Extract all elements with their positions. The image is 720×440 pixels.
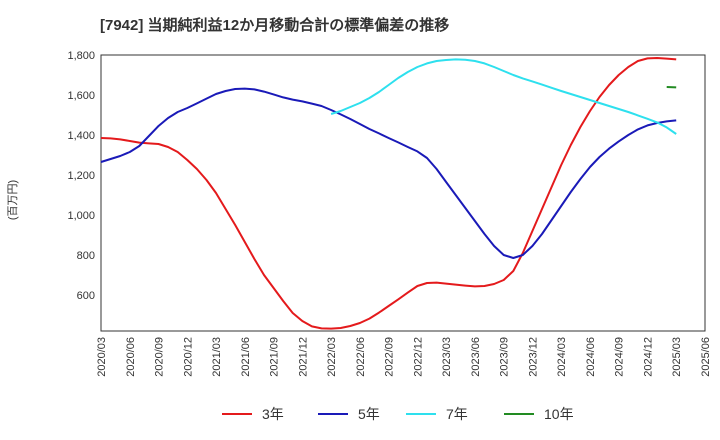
x-tick-label: 2025/03: [671, 337, 683, 377]
x-tick-label: 2021/09: [269, 337, 281, 377]
x-tick-label: 2023/12: [527, 337, 539, 377]
x-tick-label: 2020/12: [182, 337, 194, 377]
y-tick-label: 1,000: [67, 210, 95, 222]
x-tick-label: 2023/09: [499, 337, 511, 377]
x-tick-label: 2021/06: [240, 337, 252, 377]
y-tick-label: 1,800: [67, 50, 95, 62]
x-tick-label: 2022/12: [412, 337, 424, 377]
x-tick-label: 2020/03: [96, 337, 108, 377]
series-line-5年: [100, 87, 677, 259]
y-tick-label: 600: [77, 290, 95, 302]
axes: 600 800 1,000 1,200 1,400 1,600 1,800 2020/03 20…: [67, 50, 712, 377]
x-tick-label: 2022/09: [384, 337, 396, 377]
legend-label-3年: 3年: [262, 406, 284, 422]
series-line-7年: [330, 58, 677, 135]
x-tick-label: 2024/09: [614, 337, 626, 377]
x-tick-label: 2021/12: [297, 337, 309, 377]
x-tick-label: 2022/06: [355, 337, 367, 377]
x-tick-label: 2024/06: [585, 337, 597, 377]
chart-title: [7942] 当期純利益12か月移動合計の標準偏差の推移: [100, 17, 450, 34]
x-tick-label: 2023/03: [441, 337, 453, 377]
x-tick-label: 2020/06: [125, 337, 137, 377]
legend-label-5年: 5年: [358, 406, 380, 422]
legend-label-10年: 10年: [544, 406, 574, 422]
x-tick-label: 2022/03: [326, 337, 338, 377]
legend-label-7年: 7年: [446, 406, 468, 422]
y-tick-label: 1,400: [67, 130, 95, 142]
y-axis-label: (百万円): [7, 180, 19, 220]
x-tick-label: 2023/06: [470, 337, 482, 377]
plot-frame: [100, 54, 706, 332]
y-tick-label: 1,600: [67, 90, 95, 102]
x-tick-label: 2020/09: [154, 337, 166, 377]
x-tick-label: 2024/03: [556, 337, 568, 377]
y-tick-label: 800: [77, 250, 95, 262]
legend: 3年 5年 7年 10年: [222, 406, 574, 422]
x-tick-label: 2021/03: [211, 337, 223, 377]
x-tick-label: 2025/06: [700, 337, 712, 377]
series-lines: [100, 57, 677, 330]
y-tick-label: 1,200: [67, 170, 95, 182]
series-line-3年: [100, 57, 677, 330]
x-tick-label: 2024/12: [642, 337, 654, 377]
